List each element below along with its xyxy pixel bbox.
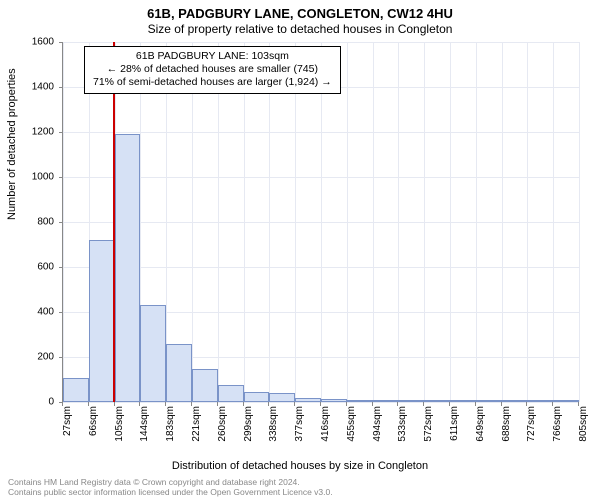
chart-title: 61B, PADGBURY LANE, CONGLETON, CW12 4HU xyxy=(0,0,600,21)
x-tick-label: 260sqm xyxy=(217,406,228,442)
x-tick-label: 221sqm xyxy=(191,406,202,442)
x-tick-label: 27sqm xyxy=(62,406,73,436)
x-tick-label: 805sqm xyxy=(578,406,589,442)
chart-subtitle: Size of property relative to detached ho… xyxy=(0,22,600,36)
x-tick-label: 105sqm xyxy=(114,406,125,442)
footer-line2: Contains public sector information licen… xyxy=(8,488,592,498)
y-ticks: 02004006008001000120014001600 xyxy=(0,42,58,402)
plot-area xyxy=(62,42,579,403)
x-tick-label: 144sqm xyxy=(139,406,150,442)
legend-smaller: ← 28% of detached houses are smaller (74… xyxy=(93,63,332,76)
x-tick-label: 183sqm xyxy=(165,406,176,442)
y-tick-label: 1200 xyxy=(14,127,54,138)
y-tick-label: 800 xyxy=(14,217,54,228)
histogram-bar xyxy=(140,305,166,402)
legend-box: 61B PADGBURY LANE: 103sqm ← 28% of detac… xyxy=(84,46,341,94)
x-tick-label: 338sqm xyxy=(268,406,279,442)
x-tick-label: 727sqm xyxy=(526,406,537,442)
x-tick-label: 66sqm xyxy=(88,406,99,436)
chart-container: 61B, PADGBURY LANE, CONGLETON, CW12 4HU … xyxy=(0,0,600,500)
histogram-bar xyxy=(269,393,295,402)
x-tick-label: 766sqm xyxy=(552,406,563,442)
histogram-bar xyxy=(166,344,192,403)
x-ticks: 27sqm 66sqm 105sqm 144sqm 183sqm 221sqm 260sqm… xyxy=(62,402,578,458)
legend-larger: 71% of semi-detached houses are larger (… xyxy=(93,76,332,89)
y-tick-label: 600 xyxy=(14,262,54,273)
y-tick-label: 0 xyxy=(14,397,54,408)
histogram-bar xyxy=(192,369,218,402)
y-tick-label: 1600 xyxy=(14,37,54,48)
x-tick-label: 533sqm xyxy=(397,406,408,442)
histogram-bar xyxy=(218,385,244,402)
x-tick-label: 572sqm xyxy=(423,406,434,442)
x-tick-label: 611sqm xyxy=(449,406,460,441)
x-axis-label: Distribution of detached houses by size … xyxy=(0,460,600,472)
histogram-bar xyxy=(244,392,270,402)
footer: Contains HM Land Registry data © Crown c… xyxy=(8,478,592,498)
y-tick-label: 1400 xyxy=(14,82,54,93)
x-tick-label: 649sqm xyxy=(475,406,486,442)
x-tick-label: 299sqm xyxy=(243,406,254,442)
y-tick-label: 400 xyxy=(14,307,54,318)
histogram-bar xyxy=(115,134,141,402)
x-tick-label: 377sqm xyxy=(294,406,305,442)
x-tick-label: 688sqm xyxy=(501,406,512,442)
x-tick-label: 455sqm xyxy=(346,406,357,442)
legend-property: 61B PADGBURY LANE: 103sqm xyxy=(93,50,332,63)
x-tick-label: 494sqm xyxy=(372,406,383,442)
y-tick-label: 1000 xyxy=(14,172,54,183)
histogram-bar xyxy=(89,240,115,402)
histogram-bar xyxy=(63,378,89,402)
y-tick-label: 200 xyxy=(14,352,54,363)
x-tick-label: 416sqm xyxy=(320,406,331,442)
property-marker-line xyxy=(113,42,115,402)
